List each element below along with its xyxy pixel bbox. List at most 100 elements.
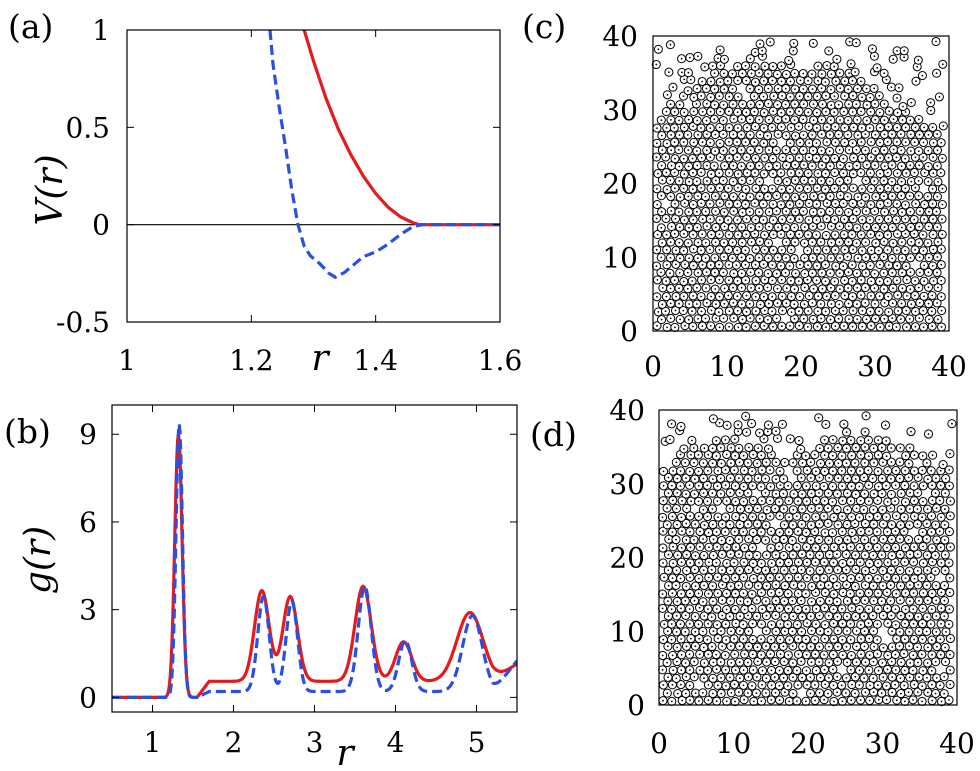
panel-d-particle-center	[917, 584, 920, 586]
panel-c-particle-center	[904, 126, 907, 129]
panel-c-particle-center	[937, 241, 939, 243]
panel-c-particle-center	[771, 188, 774, 190]
panel-d-particle-center	[876, 639, 879, 641]
panel-d-particle-center	[755, 692, 758, 694]
panel-d-particle-center	[702, 462, 705, 464]
panel-d-particle-center	[765, 600, 767, 603]
panel-d-particle-center	[949, 500, 952, 502]
panel-c-particle-center	[931, 265, 934, 267]
panel-d-particle-center	[729, 585, 732, 588]
panel-c-particle-center	[861, 218, 864, 221]
panel-d-particle-center	[733, 561, 735, 564]
panel-d-particle-center	[779, 653, 782, 656]
panel-d-particle-center	[938, 499, 941, 502]
panel-c-particle-center	[660, 134, 663, 137]
panel-d-particle-center	[922, 669, 924, 672]
panel-d-particle-center	[795, 515, 798, 518]
panel-d-particle-center	[765, 630, 768, 632]
panel-c-particle-center	[852, 309, 854, 312]
panel-d-particle-center	[864, 584, 867, 586]
panel-c-particle-center	[714, 133, 717, 136]
panel-c-particle-center	[714, 226, 717, 229]
panel-c-particle-center	[917, 179, 920, 182]
panel-c-particle-center	[842, 157, 845, 160]
panel-c-particle-center	[709, 156, 712, 159]
panel-d-particle-center	[809, 692, 812, 695]
panel-d-particle-center	[734, 485, 737, 487]
panel-c-particle-center	[728, 157, 731, 159]
panel-c-particle-center	[834, 309, 837, 312]
panel-d-particle-center	[667, 492, 670, 494]
panel-c-particle-center	[766, 195, 769, 198]
panel-a-ytick-label: 0.5	[65, 111, 110, 144]
panel-d-particle-center	[663, 576, 665, 579]
panel-c-particle-center	[905, 265, 907, 267]
panel-d-particle-center	[676, 646, 679, 649]
panel-d-particle-center	[841, 455, 843, 457]
panel-c-particle-center	[754, 263, 757, 266]
panel-d-particle-center	[711, 492, 714, 495]
panel-d-particle-center	[868, 669, 870, 672]
panel-c-particle-center	[714, 241, 717, 244]
panel-d-particle-center	[943, 675, 946, 678]
panel-c-particle-center	[722, 104, 725, 106]
panel-d-particle-center	[779, 484, 782, 487]
panel-d-particle-center	[675, 677, 678, 680]
panel-c-particle-center	[870, 187, 873, 190]
panel-c-particle-center	[719, 49, 721, 51]
panel-c-particle-center	[669, 43, 672, 46]
panel-c-particle-center	[798, 202, 801, 205]
panel-d-particle-center	[850, 577, 852, 580]
panel-c-particle-center	[754, 202, 756, 205]
panel-a-potential: 1 1.2 1.4 1.610.50-0.5rV(r)(a)	[8, 7, 522, 379]
panel-c-particle-center	[860, 202, 863, 205]
panel-d-particle-center	[791, 630, 794, 633]
panel-d-particle-center	[756, 568, 759, 571]
panel-d-particle-center	[662, 699, 664, 702]
panel-c-particle-center	[785, 134, 788, 137]
panel-c-particle-center	[828, 210, 831, 213]
panel-c-particle-center	[701, 80, 704, 83]
panel-d-particle-center	[697, 470, 700, 473]
panel-d-particle-center	[855, 630, 858, 632]
panel-d-particle-center	[787, 576, 790, 579]
panel-d-particle-center	[818, 538, 820, 541]
panel-d-ytick-label: 0	[627, 689, 645, 722]
panel-c-particle-center	[883, 149, 885, 152]
panel-c-particle-center	[870, 156, 872, 159]
panel-c-particle-center	[821, 73, 823, 75]
panel-d-ytick-label: 20	[609, 542, 645, 575]
panel-d-particle-center	[685, 569, 688, 572]
panel-c-particle-center	[771, 279, 774, 282]
panel-d-particle-center	[773, 676, 776, 679]
panel-c-particle-center	[710, 80, 712, 83]
panel-c-particle-center	[780, 278, 783, 281]
panel-c-particle-center	[686, 134, 689, 136]
panel-c-particle-center	[656, 127, 658, 129]
panel-b-ytick-label: 6	[79, 506, 97, 539]
panel-c-particle-center	[692, 203, 695, 206]
panel-d-particle-center	[800, 568, 803, 571]
panel-d-particle-center	[926, 676, 928, 679]
panel-c-particle-center	[874, 164, 876, 167]
panel-d-particle-center	[752, 638, 754, 641]
panel-c-particle-center	[909, 271, 912, 274]
panel-c-particle-center	[717, 57, 719, 60]
panel-d-particle-center	[791, 539, 794, 542]
panel-d-particle-center	[912, 669, 914, 672]
panel-c-particle-center	[753, 141, 756, 144]
panel-c-particle-center	[812, 211, 815, 213]
panel-c-particle-center	[737, 96, 739, 98]
panel-d-particle-center	[707, 684, 710, 686]
panel-d-particle-center	[694, 554, 697, 557]
panel-c-particle-center	[670, 149, 673, 152]
panel-d-particle-center	[943, 599, 946, 602]
panel-c-particle-center	[914, 186, 917, 189]
panel-c-particle-center	[817, 295, 820, 298]
panel-d-particle-center	[715, 653, 718, 656]
panel-c-particle-center	[673, 127, 676, 129]
panel-b-label: (b)	[4, 412, 51, 451]
panel-c-particle-center	[824, 263, 827, 266]
panel-c-particle-center	[683, 78, 686, 81]
panel-c-particle-center	[705, 149, 708, 152]
